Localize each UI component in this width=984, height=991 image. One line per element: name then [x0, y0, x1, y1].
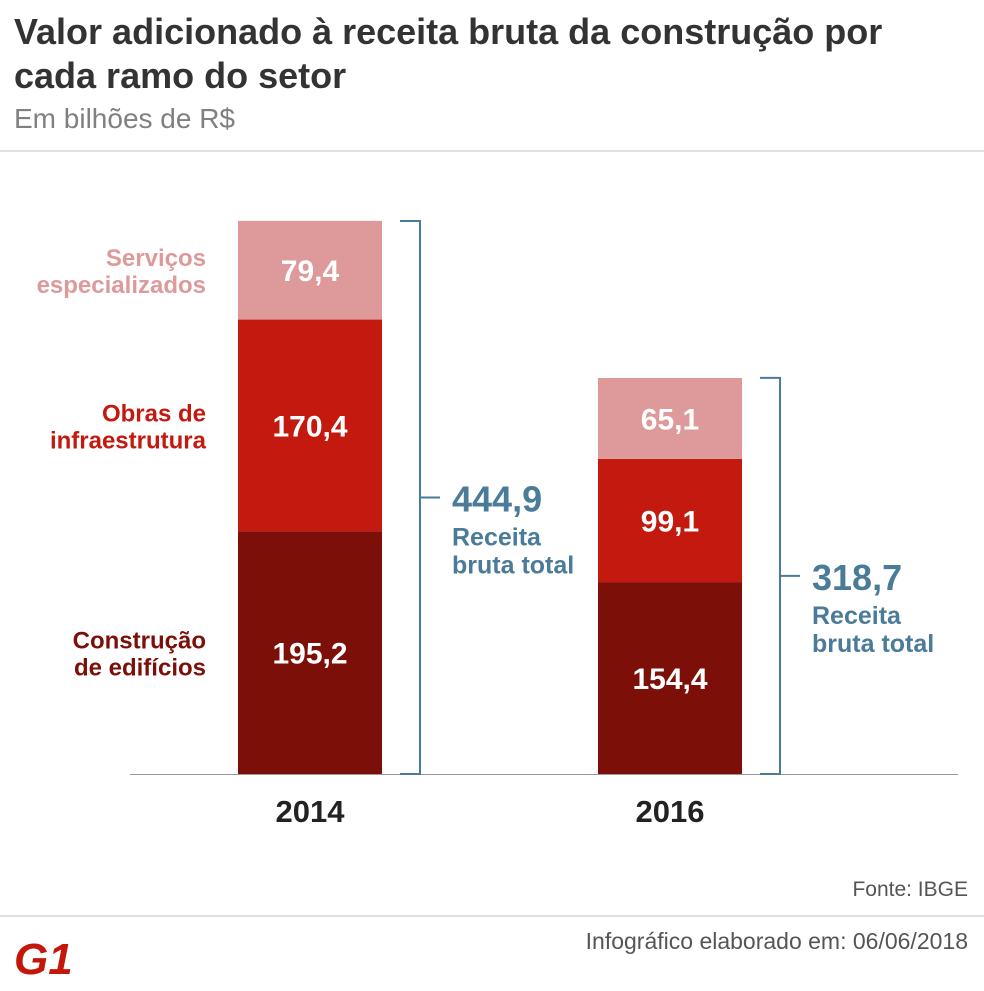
footer-divider: [0, 915, 984, 917]
bar-segment-2014-3: [238, 220, 382, 320]
chart-title: Valor adicionado à receita bruta da cons…: [14, 11, 883, 96]
series-label-2-line-1: Obras de: [102, 400, 206, 427]
total-value-2014: 444,9: [452, 479, 542, 520]
total-bracket-2016: [760, 376, 800, 775]
bar-segment-2016-2: [598, 458, 742, 583]
series-label-3-line-1: Serviços: [106, 245, 206, 272]
bar-segment-2016-1: [598, 582, 742, 774]
g1-logo: G1: [14, 935, 73, 980]
series-label-3-line-2: especializados: [37, 272, 206, 299]
total-value-2016: 318,7: [812, 557, 902, 598]
bar-segment-2014-2: [238, 319, 382, 532]
data-label-2014-2: 170,4: [272, 410, 347, 443]
x-tick-label-2014: 2014: [276, 794, 346, 829]
data-label-2014-1: 195,2: [272, 638, 347, 671]
source-note: Fonte: IBGE: [852, 878, 968, 901]
data-label-2016-2: 99,1: [641, 505, 699, 538]
total-bracket-2014: [400, 220, 440, 775]
credit-note: Infográfico elaborado em: 06/06/2018: [585, 928, 968, 954]
bar-segment-2014-1: [238, 531, 382, 774]
x-tick-label-2016: 2016: [636, 794, 705, 829]
data-label-2016-1: 154,4: [632, 663, 707, 696]
series-label-1-line-2: de edifícios: [74, 655, 206, 682]
total-caption-2016-line-2: bruta total: [812, 630, 934, 658]
total-caption-2014-line-2: bruta total: [452, 552, 574, 580]
series-label-2-line-2: infraestrutura: [50, 427, 207, 454]
header-divider: [0, 150, 984, 152]
total-caption-2016-line-1: Receita: [812, 602, 902, 630]
total-caption-2014-line-1: Receita: [452, 524, 542, 552]
g1-logo-text: G1: [14, 935, 73, 980]
series-label-1-line-1: Construção: [73, 628, 206, 655]
data-label-2016-3: 65,1: [641, 403, 699, 436]
data-label-2014-3: 79,4: [281, 255, 340, 288]
bar-segment-2016-3: [598, 377, 742, 459]
chart-subtitle: Em bilhões de R$: [14, 103, 236, 134]
